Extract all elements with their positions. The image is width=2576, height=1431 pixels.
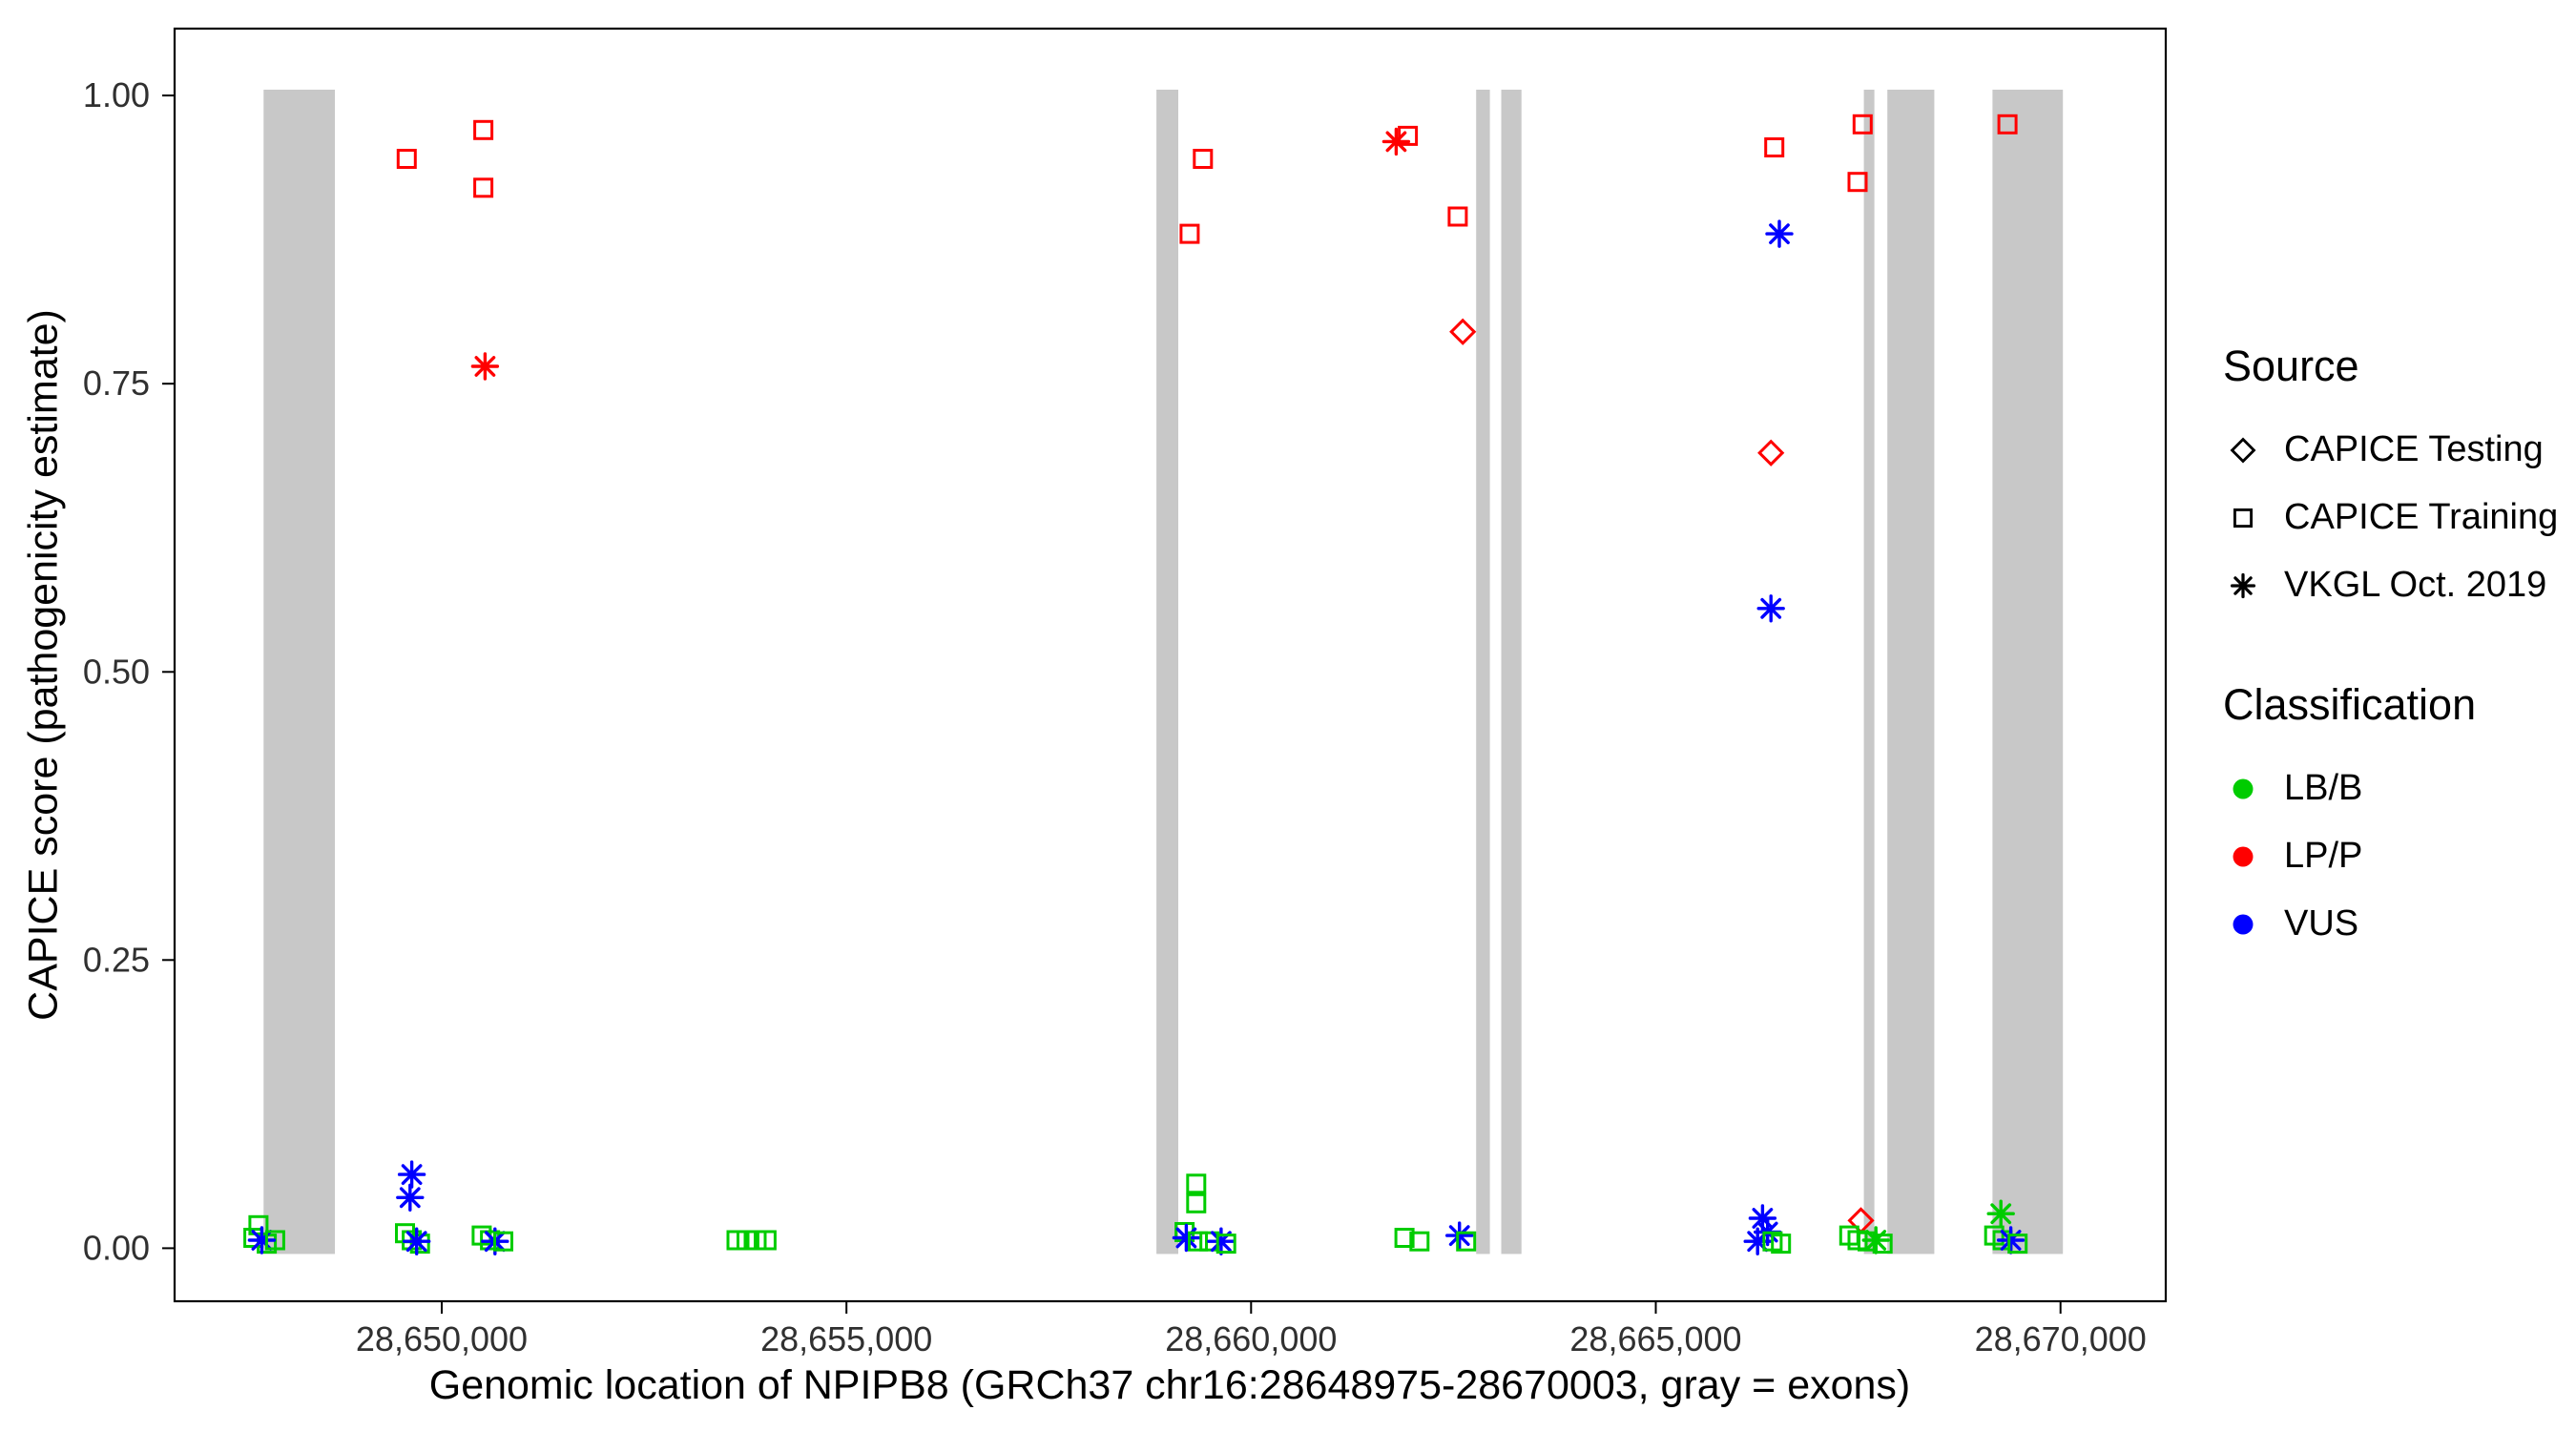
point-asterisk [1445, 1221, 1474, 1250]
point-square [1409, 1231, 1430, 1252]
point-square [1447, 206, 1468, 227]
red-dot-icon [2233, 846, 2254, 866]
point-square [2007, 1234, 2028, 1255]
exon-region [1863, 90, 1875, 1255]
point-asterisk [247, 1226, 277, 1255]
point-square [1771, 1234, 1792, 1255]
point-asterisk [397, 1160, 426, 1189]
y-tick-label: 1.00 [83, 75, 150, 114]
legend-item-lbb: LB/B [2223, 755, 2558, 822]
point-diamond [1449, 318, 1477, 345]
legend-classification-title: Classification [2223, 680, 2477, 729]
legend-item-lpp: LP/P [2223, 822, 2558, 890]
exon-region [1156, 90, 1178, 1255]
legend-item-capice-testing: CAPICE Testing [2223, 416, 2558, 484]
y-tick-label: 0.25 [83, 940, 150, 979]
point-asterisk [1765, 219, 1794, 248]
point-asterisk [470, 352, 500, 381]
panel-border [173, 27, 2168, 1303]
point-square [409, 1234, 430, 1255]
legend-item-label: CAPICE Testing [2284, 429, 2544, 469]
point-square [1193, 149, 1214, 169]
point-square [1215, 1234, 1236, 1255]
x-tick-label: 28,665,000 [1569, 1319, 1741, 1358]
point-asterisk [1756, 594, 1785, 623]
legend-item-capice-training: CAPICE Training [2223, 484, 2558, 551]
legend-item-vus: VUS [2223, 890, 2558, 958]
point-asterisk [403, 1227, 431, 1255]
point-asterisk [1381, 127, 1411, 156]
x-tick-label: 28,670,000 [1975, 1319, 2147, 1358]
point-square [1847, 172, 1868, 193]
point-asterisk [1986, 1199, 2015, 1228]
exon-region [1887, 90, 1935, 1255]
legend-item-label: CAPICE Training [2284, 497, 2559, 537]
point-square [1398, 125, 1419, 146]
point-square [264, 1230, 285, 1251]
x-axis-title: Genomic location of NPIPB8 (GRCh37 chr16… [428, 1362, 1911, 1408]
legend-source-block: Source CAPICE Testing CAPICE Training VK… [2223, 342, 2558, 619]
point-square [1188, 1231, 1208, 1252]
point-square [396, 149, 417, 169]
x-tick-label: 28,650,000 [356, 1319, 528, 1358]
point-square [493, 1231, 513, 1252]
y-tick-label: 0.50 [83, 652, 150, 691]
point-square [1456, 1231, 1477, 1252]
point-square [473, 177, 494, 198]
green-dot-icon [2233, 778, 2254, 798]
exon-region [1501, 90, 1522, 1255]
exon-region [263, 90, 335, 1255]
point-square [1186, 1173, 1207, 1194]
point-asterisk [1996, 1226, 2025, 1255]
point-square [756, 1230, 777, 1251]
y-tick-label: 0.75 [83, 363, 150, 403]
point-square [1872, 1234, 1893, 1255]
point-square [1186, 1192, 1207, 1213]
legend-item-label: LP/P [2284, 836, 2363, 876]
square-icon [2233, 508, 2254, 528]
exon-region [1476, 90, 1490, 1255]
point-asterisk [396, 1183, 425, 1212]
legend: Source CAPICE Testing CAPICE Training VK… [2223, 342, 2558, 958]
x-tick-label: 28,660,000 [1165, 1319, 1337, 1358]
x-tick-label: 28,655,000 [760, 1319, 932, 1358]
blue-dot-icon [2233, 914, 2254, 934]
legend-item-label: VUS [2284, 903, 2359, 944]
legend-item-label: VKGL Oct. 2019 [2284, 565, 2547, 605]
y-tick-label: 0.00 [83, 1228, 150, 1267]
legend-item-label: LB/B [2284, 768, 2363, 808]
point-asterisk [1743, 1227, 1772, 1255]
legend-item-vkgl: VKGL Oct. 2019 [2223, 551, 2558, 619]
legend-source-title: Source [2223, 342, 2359, 390]
point-asterisk [1748, 1204, 1777, 1233]
point-asterisk [1861, 1226, 1890, 1255]
point-square [1852, 114, 1873, 135]
y-axis-title: CAPICE score (pathogenicity estimate) [20, 309, 67, 1021]
point-square [1179, 223, 1200, 244]
point-square [1764, 137, 1785, 157]
point-diamond [1757, 439, 1785, 467]
diamond-icon [2230, 437, 2256, 463]
point-asterisk [1207, 1227, 1236, 1255]
point-asterisk [1172, 1223, 1201, 1253]
legend-classification-block: Classification LB/B LP/P VUS [2223, 680, 2558, 958]
point-square [1394, 1228, 1415, 1248]
point-square [473, 119, 494, 140]
exon-region [1992, 90, 2064, 1255]
asterisk-icon [2230, 572, 2256, 598]
point-square [1997, 114, 2018, 135]
